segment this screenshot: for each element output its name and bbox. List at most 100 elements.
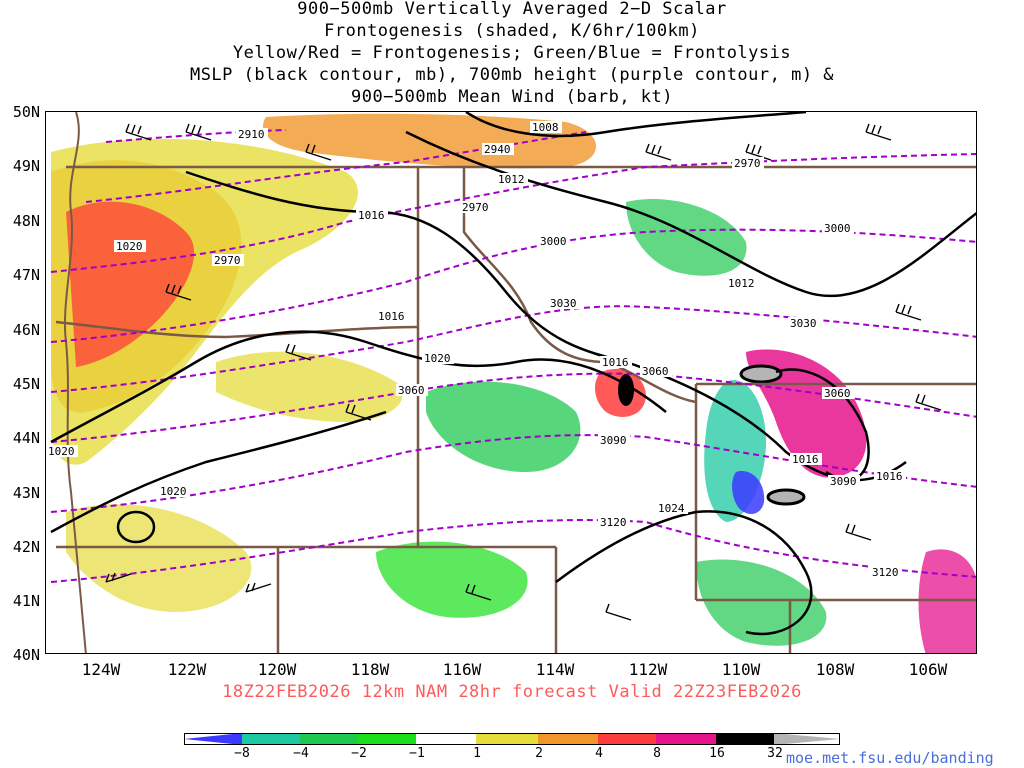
- border-wa-or: [55, 320, 419, 339]
- lon-label-120w: 120W: [257, 660, 297, 679]
- wind-barb: [245, 582, 272, 593]
- lon-label-122w: 122W: [167, 660, 207, 679]
- height-label: 3120: [600, 516, 627, 529]
- colorbar-label: 8: [653, 746, 661, 761]
- height-label: 3090: [830, 475, 857, 488]
- mslp-contour-low-sw: [116, 510, 156, 544]
- lat-label-41n: 41N: [12, 592, 40, 610]
- height-label: 2940: [484, 143, 511, 156]
- colorbar-label: 1: [473, 746, 481, 761]
- height-label: 3000: [540, 235, 567, 248]
- lon-label-124w: 124W: [81, 660, 121, 679]
- mslp-contour-1020: [50, 330, 667, 444]
- wind-barb: [285, 343, 312, 361]
- colorbar-label: 2: [535, 746, 543, 761]
- mslp-contour-1008: [465, 112, 807, 138]
- colorbar: [184, 733, 840, 745]
- colorbar-segment: [416, 733, 476, 745]
- height-label: 3090: [600, 434, 627, 447]
- height-label: 2910: [238, 128, 265, 141]
- lon-label-114w: 114W: [535, 660, 575, 679]
- fgen-core-east: [746, 349, 867, 478]
- flys-area-center: [426, 381, 581, 472]
- forecast-run-label: 18Z22FEB2026 12km NAM 28hr forecast Vali…: [222, 682, 802, 702]
- colorbar-label: 4: [595, 746, 603, 761]
- lon-label-118w: 118W: [350, 660, 390, 679]
- colorbar-segment: [716, 733, 774, 745]
- mslp-contour-1012: [405, 130, 976, 298]
- wind-barb: [865, 123, 892, 141]
- mslp-label: 1016: [792, 453, 819, 466]
- source-url-link[interactable]: moe.met.fsu.edu/banding: [786, 749, 994, 767]
- mslp-label: 1016: [358, 209, 385, 222]
- height-label: 3000: [824, 222, 851, 235]
- height-contour-3060: [50, 372, 976, 443]
- height-label: 3060: [398, 384, 425, 397]
- lon-label-106w: 106W: [908, 660, 948, 679]
- lat-label-48n: 48N: [12, 212, 40, 230]
- height-label: 3030: [790, 317, 817, 330]
- height-labels: 2910 2940 2970 2970 2970 3000 3000 3030 …: [212, 128, 902, 579]
- flys-area-ne: [626, 198, 747, 276]
- mslp-label: 1020: [160, 485, 187, 498]
- wind-barb: [125, 123, 152, 141]
- title-line-1: 900−500mb Vertically Averaged 2−D Scalar: [297, 0, 727, 19]
- mslp-labels: 1008 1012 1016 1020 1012 1016 1016 1020 …: [46, 121, 906, 515]
- colorbar-label: −2: [351, 746, 367, 761]
- colorbar-segment: [656, 733, 716, 745]
- height-label: 3060: [824, 387, 851, 400]
- colorbar-segment: [476, 733, 538, 745]
- lat-label-46n: 46N: [12, 321, 40, 339]
- colorbar-arrow-right: [774, 733, 840, 745]
- lon-label-108w: 108W: [815, 660, 855, 679]
- lat-label-43n: 43N: [12, 484, 40, 502]
- lat-label-45n: 45N: [12, 375, 40, 393]
- lon-label-112w: 112W: [628, 660, 668, 679]
- wind-barb: [305, 143, 332, 161]
- border-id-mt-bitterroot: [462, 167, 697, 404]
- wind-barb: [605, 603, 632, 621]
- colorbar-label: −1: [409, 746, 425, 761]
- mslp-contour-1024: [555, 510, 813, 636]
- colorbar-outline: [184, 733, 840, 745]
- mslp-contours: [50, 112, 976, 636]
- mslp-label: 1012: [728, 277, 755, 290]
- title-line-3: Yellow/Red = Frontogenesis; Green/Blue =…: [232, 43, 792, 63]
- height-contour-3090: [50, 434, 976, 513]
- wind-barb: [915, 393, 942, 411]
- mslp-label: 1020: [116, 240, 143, 253]
- fgen-band-sw: [66, 504, 252, 612]
- flys-area-south: [376, 541, 528, 618]
- mslp-label: 1016: [378, 310, 405, 323]
- wind-barb: [895, 303, 922, 321]
- lat-label-47n: 47N: [12, 266, 40, 284]
- colorbar-label: 32: [767, 746, 783, 761]
- colorbar-arrow-left: [184, 733, 242, 745]
- mslp-label: 1020: [48, 445, 75, 458]
- title-line-2: Frontogenesis (shaded, K/6hr/100km): [324, 21, 700, 41]
- wind-barbs: [105, 123, 942, 621]
- frontolysis-shading: [376, 198, 827, 646]
- lat-label-42n: 42N: [12, 538, 40, 556]
- colorbar-label: −4: [293, 746, 309, 761]
- wind-barb: [185, 123, 212, 141]
- mslp-label: 1008: [532, 121, 559, 134]
- map-canvas: 1008 1012 1016 1020 1012 1016 1016 1020 …: [46, 112, 976, 653]
- colorbar-label: −8: [234, 746, 250, 761]
- fgen-max-110w: [739, 364, 783, 384]
- wind-barb: [745, 143, 772, 161]
- wind-barb: [845, 523, 872, 541]
- wind-barb: [165, 283, 192, 301]
- lat-label-40n: 40N: [12, 646, 40, 664]
- colorbar-segment: [242, 733, 300, 745]
- wind-barb: [345, 403, 372, 421]
- map-panel[interactable]: 1008 1012 1016 1020 1012 1016 1016 1020 …: [45, 111, 977, 654]
- mslp-label: 1016: [876, 470, 903, 483]
- fgen-max-109w: [766, 488, 806, 506]
- lon-label-110w: 110W: [721, 660, 761, 679]
- wind-barb: [645, 143, 672, 161]
- height-label: 3030: [550, 297, 577, 310]
- colorbar-segment: [358, 733, 416, 745]
- lat-label-49n: 49N: [12, 157, 40, 175]
- height-label: 3060: [642, 365, 669, 378]
